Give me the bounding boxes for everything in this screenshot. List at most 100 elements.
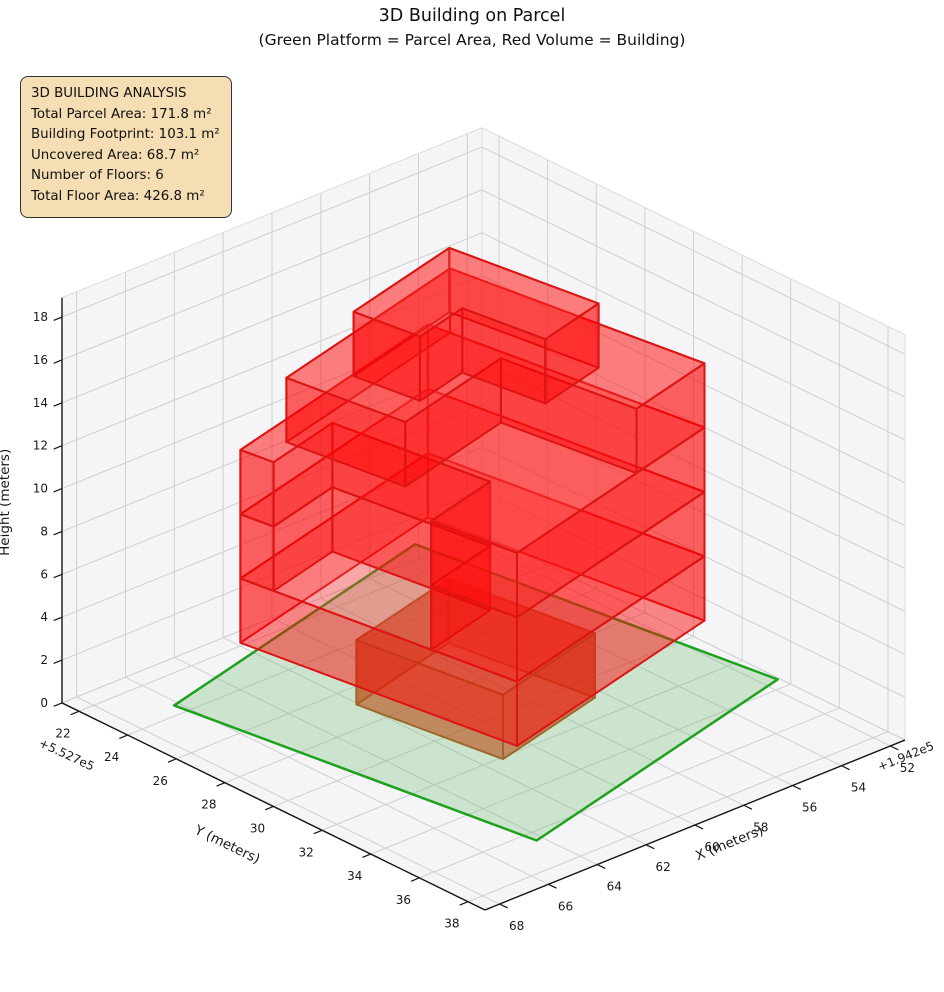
floor-6-top-face [352,246,600,341]
chart-subtitle: (Green Platform = Parcel Area, Red Volum… [258,31,686,49]
grid-line [53,316,63,321]
grid-line [61,189,483,361]
grid-line [481,275,906,484]
grid-line [484,739,906,911]
grid-line [370,683,791,855]
x-tick-label: 68 [509,919,524,933]
floor-6 [352,246,600,405]
grid-line [61,489,483,661]
z-tick-label: 0 [40,696,48,710]
x-tick-label: 66 [558,899,573,913]
annotation-footprint: Building Footprint: 103.1 m² [31,127,220,143]
grid-line [53,487,63,493]
x-tick-label: 54 [851,781,866,795]
y-tick-label: 30 [250,821,265,835]
grid-line [61,446,483,618]
grid-line [481,189,906,398]
grid-line [467,731,889,903]
z-tick-label: 10 [33,482,48,496]
analysis-annotation-box: 3D BUILDING ANALYSIS Total Parcel Area: … [20,76,232,218]
grid-line [481,318,906,527]
grid-line [499,903,508,909]
grid-line [78,540,500,712]
grid-line [61,361,483,532]
z-tick-label: 12 [33,439,48,453]
grid-line [53,359,63,364]
grid-line [61,275,483,447]
x-tick-label: 52 [900,761,915,775]
annotation-parcel-area: Total Parcel Area: 171.8 m² [31,106,212,122]
annotation-floor-area: Total Floor Area: 426.8 m² [31,188,205,204]
grid-line [410,877,420,882]
grid-line [53,659,63,665]
grid-line [645,844,655,850]
grid-line [481,489,906,698]
grid-line [53,573,63,579]
grid-line [61,702,486,911]
grid-line [459,901,469,906]
z-tick-label: 2 [40,653,48,667]
grid-line [548,883,557,889]
y-tick-label: 26 [153,774,168,788]
grid-line [481,532,906,741]
grid-line [53,402,63,407]
grid-line [61,318,483,489]
parcel-platform [172,543,779,842]
grid-line [61,403,483,575]
grid-line [743,804,753,810]
z-tick-label: 4 [40,610,48,624]
grid-line [53,445,63,450]
z-axis-label: Height (meters) [0,449,13,556]
y-tick-label: 38 [444,917,459,931]
grid-line [70,710,80,716]
grid-line [53,616,63,622]
grid-line [313,829,323,835]
grid-line [321,659,743,831]
floor-1-top-face [355,577,596,696]
grid-line [597,864,606,869]
y-offset-text: +5.527e5 [37,736,97,774]
y-tick-label: 34 [347,869,362,883]
grid-line [481,446,906,655]
z-tick-label: 18 [33,310,48,324]
annotation-floors: Number of Floors: 6 [31,168,164,184]
z-tick-label: 6 [40,567,48,581]
y-tick-label: 32 [298,845,313,859]
grid-line [264,805,274,811]
floor-5 [285,267,706,488]
y-tick-label: 36 [396,893,411,907]
grid-line [481,232,906,441]
z-tick-label: 16 [33,353,48,367]
y-tick-label: 22 [55,726,70,740]
y-tick-label: 28 [201,798,216,812]
annotation-uncovered: Uncovered Area: 68.7 m² [31,147,200,163]
z-tick-label: 8 [40,524,48,538]
x-tick-label: 64 [607,880,622,894]
grid-line [53,530,63,536]
x-tick-label: 60 [704,840,719,854]
grid-line [841,765,850,771]
grid-line [61,532,483,704]
x-tick-label: 62 [656,860,671,874]
grid-line [481,361,906,569]
grid-line [167,758,177,763]
chart-title: 3D Building on Parcel [378,6,566,26]
axis-spines-ticks [53,297,906,911]
x-tick-label: 56 [802,801,817,815]
x-tick-label: 58 [753,820,768,834]
grid-line [481,146,906,355]
grid-line [792,784,802,790]
grid-line [53,702,63,707]
z-tick-label: 14 [33,396,48,410]
grid-line [119,734,128,740]
scene [172,246,779,842]
grid-line [61,146,483,318]
floor-4 [239,323,706,619]
grid-line [694,824,704,830]
grid-line [890,745,899,751]
grid-line [362,853,371,859]
grid-line [61,232,483,404]
grid-line [481,403,906,612]
